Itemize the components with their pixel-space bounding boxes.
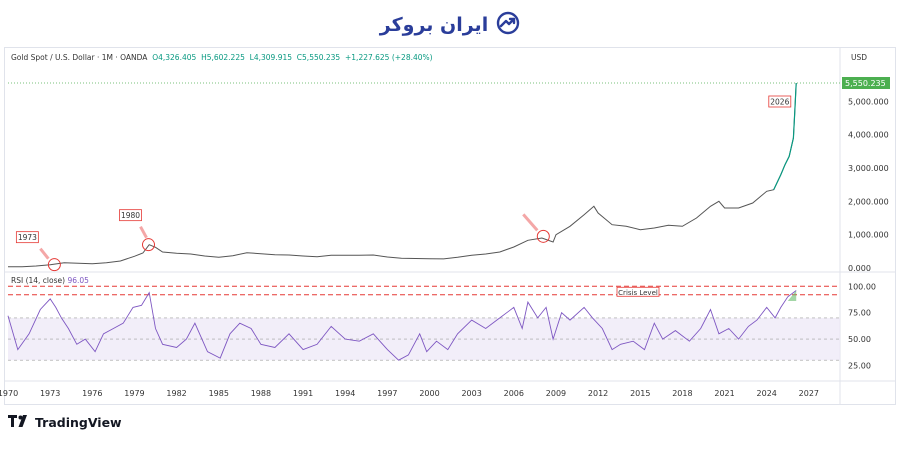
x-tick-label: 2015 xyxy=(630,389,650,398)
x-tick-label: 2024 xyxy=(757,389,777,398)
tradingview-logo-icon xyxy=(8,413,30,432)
x-tick-label: 1979 xyxy=(124,389,144,398)
annotation-box-1980 xyxy=(119,209,142,222)
ohlc-change: +1,227.625 (+28.40%) xyxy=(345,53,433,62)
symbol-title: Gold Spot / U.S. Dollar · 1M · OANDA xyxy=(11,53,148,62)
trend-up-icon xyxy=(496,11,520,39)
brand-name: ایران بروکر xyxy=(379,14,489,36)
annotation-label-1973: 1973 xyxy=(18,233,37,242)
x-tick-label: 2006 xyxy=(504,389,524,398)
x-tick-label: 2009 xyxy=(546,389,566,398)
rsi-overbought-fill xyxy=(787,290,797,302)
rsi-legend[interactable]: RSI (14, close) 96.05 xyxy=(11,276,89,285)
annotation-label-2026: 2026 xyxy=(770,98,789,107)
price-tick-label: 5,000.000 xyxy=(848,97,889,106)
annotation-arrow-1973 xyxy=(39,247,50,260)
chart-frame xyxy=(4,47,896,405)
price-tick-label: 3,000.000 xyxy=(848,164,889,173)
annotation-circle-2008 xyxy=(536,229,550,243)
x-tick-label: 1973 xyxy=(40,389,60,398)
annotation-circle-1973 xyxy=(47,258,61,272)
annotation-arrow-1980 xyxy=(139,225,148,239)
tradingview-logo-text: TradingView xyxy=(35,415,122,430)
rsi-tick-label: 50.00 xyxy=(848,335,871,344)
price-tick-label: 0.000 xyxy=(848,264,871,273)
x-tick-label: 1985 xyxy=(209,389,229,398)
x-tick-label: 1991 xyxy=(293,389,313,398)
currency-label[interactable]: USD xyxy=(851,53,868,62)
rsi-value: 96.05 xyxy=(67,276,89,285)
x-tick-label: 2000 xyxy=(419,389,439,398)
x-tick-label: 1988 xyxy=(251,389,271,398)
rsi-series-line xyxy=(7,290,797,361)
annotation-arrow-2008 xyxy=(522,213,539,232)
x-tick-label: 2018 xyxy=(672,389,692,398)
x-tick-label: 2012 xyxy=(588,389,608,398)
chart-header: Gold Spot / U.S. Dollar · 1M · OANDA O4,… xyxy=(11,53,433,62)
price-rally-line xyxy=(773,82,797,190)
ohlc-close: C5,550.235 xyxy=(296,53,341,62)
annotation-box-1973 xyxy=(15,231,39,244)
x-tick-label: 1994 xyxy=(335,389,355,398)
price-tick-label: 4,000.000 xyxy=(848,131,889,140)
rsi-tick-label: 25.00 xyxy=(848,361,871,370)
price-tick-label: 1,000.000 xyxy=(848,231,889,240)
ohlc-low: L4,309.915 xyxy=(249,53,293,62)
rsi-title: RSI (14, close) xyxy=(11,276,66,285)
annotation-circle-1980 xyxy=(142,238,155,252)
brand-header: ایران بروکر xyxy=(0,10,900,40)
x-tick-label: 1997 xyxy=(377,389,397,398)
tradingview-logo[interactable]: TradingView xyxy=(8,413,122,432)
x-tick-label: 1976 xyxy=(82,389,102,398)
rsi-tick-label: 75.00 xyxy=(848,309,871,318)
x-tick-label: 2021 xyxy=(714,389,734,398)
ohlc-high: H5,602.225 xyxy=(201,53,245,62)
rsi-tick-label: 100.00 xyxy=(848,282,876,291)
x-tick-label: 1970 xyxy=(0,389,18,398)
annotation-box-2026 xyxy=(768,95,792,108)
price-series-line xyxy=(7,82,797,268)
x-tick-label: 2027 xyxy=(799,389,819,398)
last-price-label: 5,550.235 xyxy=(845,79,886,88)
annotation-label-1980: 1980 xyxy=(121,211,140,220)
price-tick-label: 2,000.000 xyxy=(848,197,889,206)
last-price-badge xyxy=(842,77,890,89)
crisis-level-box xyxy=(616,286,660,297)
x-tick-label: 1982 xyxy=(166,389,186,398)
x-tick-label: 2003 xyxy=(461,389,481,398)
crisis-level-label: Crisis Level xyxy=(618,289,658,297)
ohlc-open: O4,326.405 xyxy=(152,53,197,62)
